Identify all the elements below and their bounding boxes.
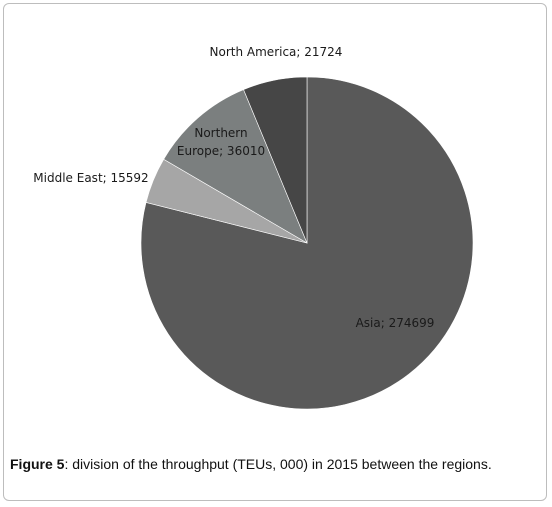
figure-caption: Figure 5: division of the throughput (TE… <box>10 456 542 472</box>
slice-label-north-america: North America; 21724 <box>210 45 343 59</box>
pie-chart: Asia; 274699 Middle East; 15592 Northern Eu… <box>33 45 474 410</box>
caption-text: : division of the throughput (TEUs, 000)… <box>64 456 492 472</box>
pie-slice-north-america <box>243 76 308 244</box>
slice-label-northern-europe: Northern Europe; 36010 <box>177 126 265 158</box>
pie-slice-northern-europe <box>163 89 308 244</box>
slice-label-asia: Asia; 274699 <box>356 316 435 330</box>
slice-label-middle-east: Middle East; 15592 <box>33 171 148 185</box>
pie-slice-asia <box>140 76 474 410</box>
caption-label: Figure 5 <box>10 456 65 472</box>
